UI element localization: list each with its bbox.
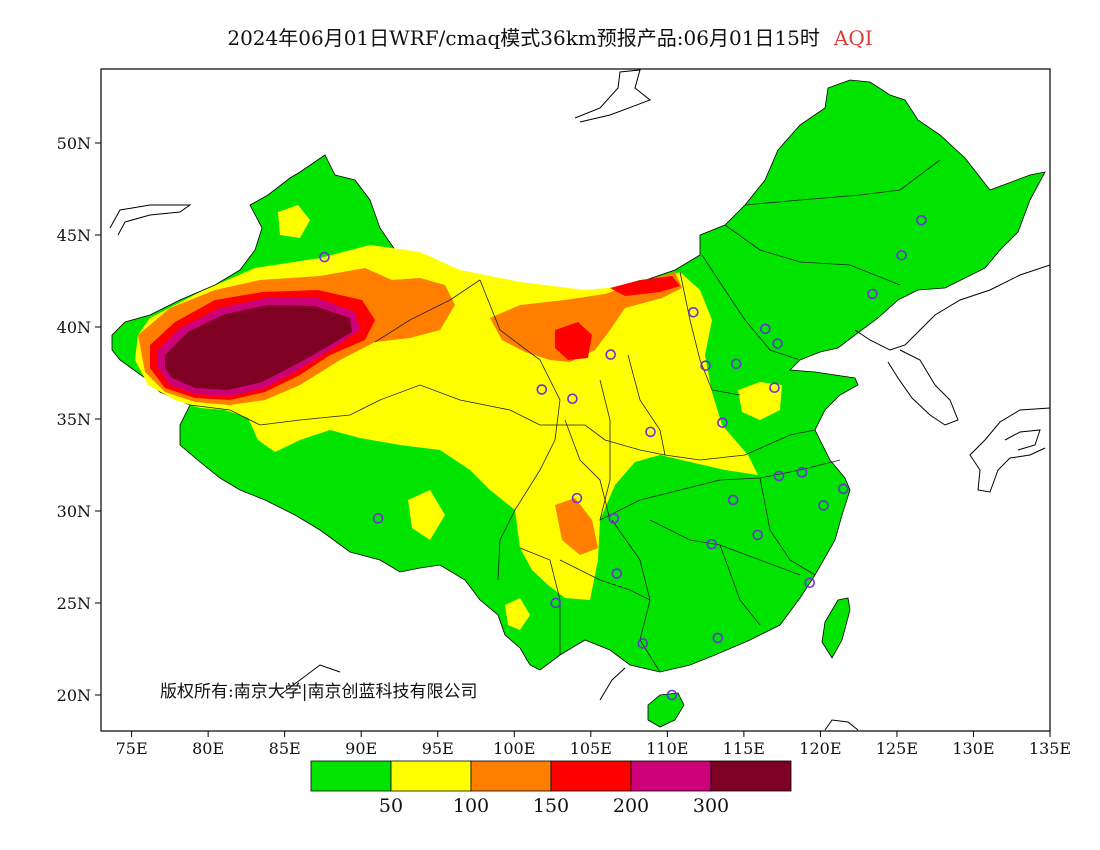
station-marker [688, 306, 699, 318]
copyright-text: 版权所有:南京大学|南京创蓝科技有限公司 [160, 682, 477, 702]
lon-tick-label: 130E [952, 739, 994, 758]
title-aqi-label: AQI [833, 26, 873, 50]
lon-tick-label: 85E [269, 739, 301, 758]
lat-tick-label: 20N [57, 686, 91, 705]
map-content [109, 69, 1050, 731]
lon-tick-label: 100E [493, 739, 535, 758]
station-marker [916, 214, 927, 226]
lat-tick-label: 40N [57, 318, 91, 337]
lon-tick-label: 125E [876, 739, 918, 758]
station-markers [319, 214, 927, 701]
legend-label: 50 [379, 795, 403, 817]
station-marker [611, 568, 623, 579]
station-marker [759, 323, 771, 335]
station-marker [712, 632, 724, 644]
station-marker [796, 467, 808, 478]
aqi-zone-maroon [165, 305, 352, 390]
aqi-zone-yellow-5 [505, 598, 530, 630]
legend-swatch [710, 760, 792, 792]
station-marker [730, 358, 742, 370]
aqi-zone-orange-3 [555, 498, 598, 555]
station-marker [637, 638, 649, 649]
latitude-axis: 50N 45N 40N 35N 30N 25N 20N [57, 134, 101, 705]
lon-tick-label: 110E [646, 739, 688, 758]
lon-tick-label: 90E [345, 739, 377, 758]
station-marker [769, 382, 780, 394]
station-marker [717, 417, 728, 428]
lon-tick-label: 75E [116, 739, 148, 758]
station-marker [571, 492, 583, 504]
lat-tick-label: 45N [57, 226, 91, 245]
station-marker [645, 426, 656, 438]
station-marker [838, 483, 849, 495]
title-text: 2024年06月01日WRF/cmaq模式36km预报产品:06月01日15时 [227, 26, 820, 50]
lat-tick-label: 50N [57, 134, 91, 153]
lat-tick-label: 35N [57, 410, 91, 429]
aqi-legend: 50 100 150 200 300 [310, 760, 792, 817]
lon-tick-label: 95E [422, 739, 454, 758]
station-marker [608, 513, 620, 524]
station-marker [666, 689, 678, 701]
aqi-zone-yellow-4 [278, 205, 310, 238]
lon-tick-label: 105E [570, 739, 612, 758]
lon-tick-label: 80E [192, 739, 224, 758]
station-marker [804, 577, 815, 589]
station-marker [773, 470, 785, 482]
legend-swatch [550, 760, 632, 792]
map-title: 2024年06月01日WRF/cmaq模式36km预报产品:06月01日15时 A… [0, 22, 1100, 51]
province-boundaries [189, 159, 941, 673]
lon-tick-label: 120E [799, 739, 841, 758]
station-marker [727, 494, 739, 506]
legend-label: 300 [693, 795, 729, 817]
taiwan-island [821, 597, 851, 659]
legend-swatch [470, 760, 552, 792]
legend-label: 200 [613, 795, 649, 817]
lat-tick-label: 30N [57, 502, 91, 521]
station-marker [772, 338, 783, 349]
aqi-zone-yellow-3 [408, 490, 445, 540]
aqi-zone-red-2 [555, 322, 592, 360]
legend-swatch [390, 760, 472, 792]
hainan-island [647, 692, 685, 728]
lon-tick-label: 135E [1029, 739, 1071, 758]
station-marker [567, 393, 578, 405]
station-marker [867, 288, 878, 300]
lat-tick-label: 25N [57, 594, 91, 613]
station-marker [706, 538, 718, 550]
station-marker [536, 384, 548, 395]
station-marker [752, 529, 763, 541]
station-marker [550, 597, 561, 609]
station-marker [818, 500, 829, 511]
aqi-zone-red-3 [610, 276, 680, 296]
lon-tick-label: 115E [723, 739, 765, 758]
longitude-axis: 75E 80E 85E 90E 95E 100E 105E 110E 115E 120E 125E 1… [116, 731, 1071, 758]
legend-label: 150 [533, 795, 569, 817]
legend-swatch [630, 760, 712, 792]
station-marker [605, 349, 617, 360]
map-frame [100, 68, 1051, 732]
station-marker [896, 249, 907, 261]
station-marker [372, 513, 384, 524]
legend-swatch [310, 760, 392, 792]
station-marker [700, 360, 711, 371]
station-marker [319, 251, 330, 263]
neighbor-coastlines [109, 69, 1050, 731]
legend-label: 100 [453, 795, 489, 817]
